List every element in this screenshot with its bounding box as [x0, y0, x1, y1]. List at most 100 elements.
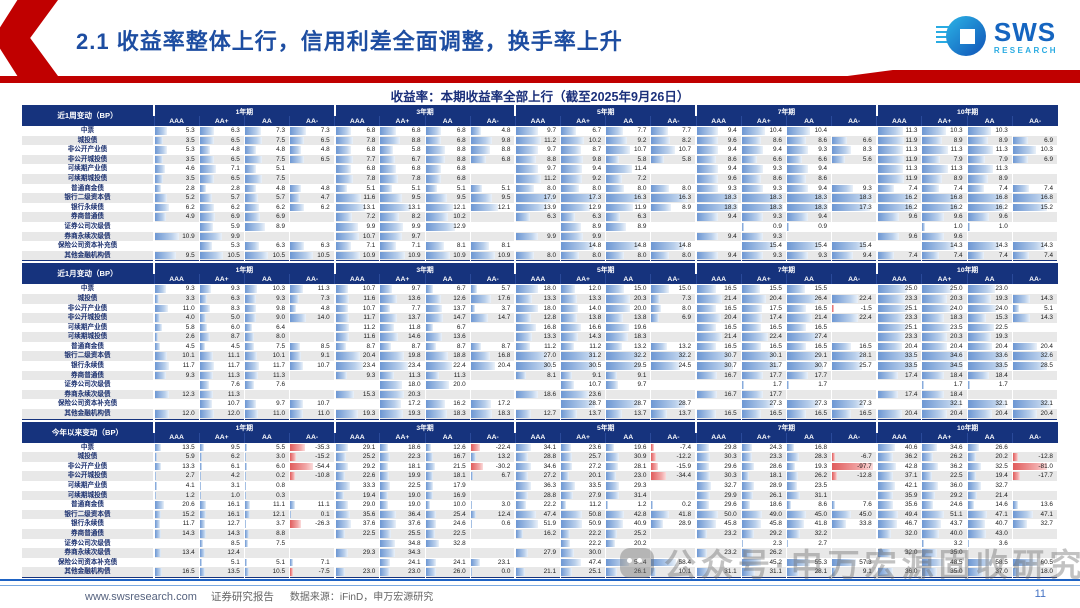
cell: 7.4: [967, 183, 1013, 194]
rating-header: AA+: [379, 432, 426, 443]
logo-subname: RESEARCH: [993, 46, 1058, 55]
cell: 9.7: [605, 380, 652, 390]
cell: 16.2: [967, 202, 1013, 213]
rating-header: AAA: [334, 274, 380, 285]
cell: 31.1: [695, 567, 742, 578]
cell: 42.1: [875, 481, 923, 491]
cell: 3.7: [244, 519, 291, 529]
cell: 16.5: [695, 341, 742, 352]
cell: 3.5: [152, 154, 200, 165]
cell: 14.3: [1012, 241, 1059, 251]
cell: 50.9: [560, 519, 607, 529]
cell: 28.8: [514, 452, 562, 462]
cell-empty: [831, 380, 878, 390]
cell: 7.4: [921, 183, 968, 194]
cell-empty: [1012, 164, 1059, 174]
cell: 27.4: [786, 332, 833, 342]
cell: 9.3: [831, 183, 878, 194]
cell: 8.3: [831, 145, 878, 155]
cell: 28.9: [741, 481, 787, 491]
cell: 5.7: [244, 193, 291, 203]
footer-divider: [0, 579, 1080, 586]
cell: 1.2: [605, 500, 652, 510]
cell: 5.1: [1012, 303, 1059, 314]
cell: 23.6: [560, 442, 607, 453]
cell: 11.2: [514, 173, 562, 184]
rating-header: AAA: [514, 432, 561, 443]
cell: 13.8: [560, 313, 607, 323]
cell: 6.7: [425, 322, 471, 333]
cell: 40.7: [967, 519, 1013, 529]
cell: 16.8: [921, 193, 968, 203]
cell: 13.3: [560, 293, 607, 304]
cell: 6.0: [199, 322, 245, 333]
cell: 10.5: [199, 250, 245, 261]
table-title: 今年以来变动（BP）: [22, 421, 154, 443]
cell: 20.2: [967, 452, 1013, 462]
cell: 5.8: [605, 154, 652, 165]
cell: 6.8: [425, 135, 471, 146]
cell-empty: [289, 528, 336, 539]
row-label: 非公开产业债: [22, 461, 155, 472]
row-label: 其他金融机构债: [22, 567, 155, 578]
cell: 55.3: [786, 557, 833, 568]
cell: 23.1: [470, 557, 516, 568]
cell: 23.3: [875, 293, 923, 304]
cell: 9.7: [514, 164, 562, 174]
cell: 7.1: [289, 557, 336, 568]
row-label: 可续期城投债: [22, 332, 155, 342]
cell: 11.3: [921, 164, 968, 174]
cell: 34.6: [921, 351, 968, 362]
footer-site-link[interactable]: www.swsresearch.com: [85, 591, 197, 603]
table-row: 可续期产业债 5.8 6.0 6.4 11.2 11.8 6.7 16.8 16.6 19.6 16…: [22, 322, 1059, 333]
cell-empty: [831, 126, 878, 136]
cell: 48.5: [921, 557, 968, 568]
cell-empty: [831, 322, 878, 333]
cell: 5.9: [199, 221, 245, 232]
yield-change-tables: 近1周变动（BP） 1年期 3年期 5年期 7年期 10年期 AAA AA+ AA AA- AAA A…: [22, 105, 1059, 578]
rating-header: AAA: [334, 116, 380, 126]
cell: 20.0: [605, 303, 652, 314]
cell-empty: [289, 370, 336, 381]
cell: 11.3: [379, 370, 426, 381]
table-row: 券商普通债 4.9 6.9 6.9 7.2 8.2 10.2 6.3 6.3 6.3 9.4 9.3 9…: [22, 212, 1059, 222]
cell-empty: [650, 538, 697, 549]
cell: 7.7: [650, 126, 697, 136]
cell-empty: [650, 490, 697, 501]
cell: 50.0: [695, 509, 742, 520]
row-label: 券商永续次级债: [22, 389, 155, 400]
table-row: 券商永续次级债 12.3 11.3 15.3 20.3 18.6 23.6 16.7 17.7 1…: [22, 389, 1059, 400]
cell: 37.6: [333, 519, 381, 529]
red-chevron-icon: [0, 0, 58, 76]
cell: 6.5: [199, 135, 245, 146]
cell: 33.3: [333, 481, 381, 491]
cell: 10.5: [289, 250, 336, 261]
cell: 9.9: [379, 221, 426, 232]
logo-text: SWS RESEARCH: [994, 19, 1058, 55]
cell: 45.0: [786, 509, 833, 520]
cell: 12.1: [244, 509, 291, 520]
cell: 19.0: [379, 500, 426, 510]
row-label: 银行永续债: [22, 361, 155, 371]
cell-empty: [289, 221, 336, 232]
table-row: 银行二级资本债 15.2 16.1 12.1 0.1 35.6 36.4 25.4 12.4 47…: [22, 509, 1059, 520]
cell: 22.4: [831, 293, 878, 304]
cell: 16.5: [786, 409, 833, 420]
rating-header: AA+: [560, 432, 606, 443]
logo-name: SWS: [993, 17, 1057, 47]
cell: 9.6: [921, 231, 968, 242]
table-row: 城投债 3.3 6.3 9.3 7.3 11.6 13.6 12.6 17.6 13.3 13.3 2…: [22, 293, 1059, 304]
cell: 33.5: [560, 481, 607, 491]
row-label: 可续期产业债: [22, 322, 155, 333]
cell: 11.7: [333, 313, 381, 323]
cell: 14.8: [605, 241, 652, 251]
table-row: 中票 13.5 9.5 5.5 -35.3 29.1 18.6 12.6 -22.4 34.1 23…: [22, 442, 1059, 453]
rating-header: AA+: [921, 274, 968, 285]
cell-empty: [786, 548, 833, 558]
cell: 15.5: [786, 284, 833, 294]
cell: 7.1: [199, 164, 245, 174]
cell-empty: [650, 380, 697, 390]
cell: 2.6: [152, 332, 200, 342]
cell: 32.6: [1012, 351, 1059, 362]
table-row: 银行二级资本债 10.1 11.1 10.1 9.1 20.4 19.8 18.8 16.8 27…: [22, 351, 1059, 362]
